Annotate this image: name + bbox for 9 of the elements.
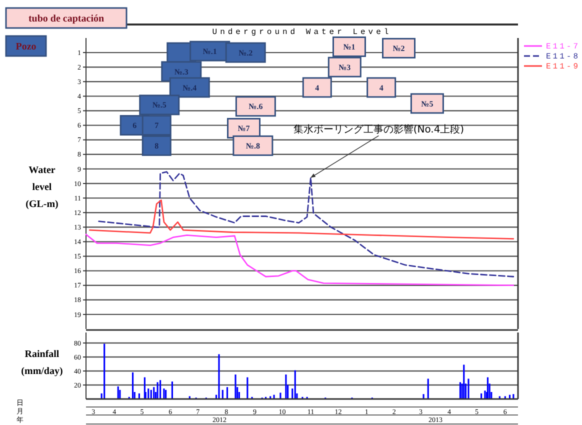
annotation: 集水ボーリング工事の影響(No.4上段) <box>293 124 464 136</box>
legend-label: E11-8 <box>546 52 580 62</box>
y-axis-title: Rainfall (mm/day) <box>21 349 63 377</box>
y-axis-title: Water level (GL-m) <box>26 165 58 210</box>
legend-label: E11-7 <box>546 42 580 52</box>
legend-label: E11-9 <box>546 62 580 72</box>
text: Pozo <box>16 42 36 52</box>
text: tubo de captación <box>28 14 104 24</box>
chart-title: Underground Water Level <box>212 28 392 37</box>
